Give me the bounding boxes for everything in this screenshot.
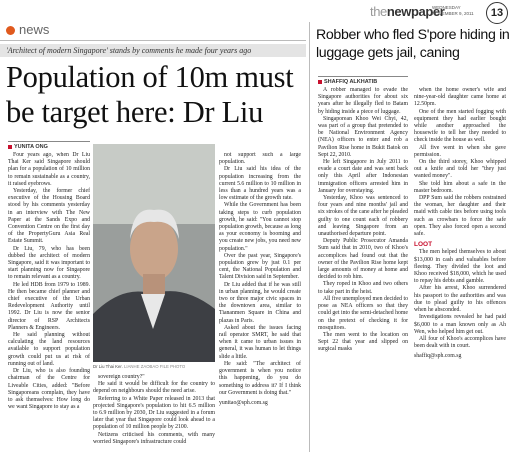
paragraph: They roped in Khoo and two others to tak…	[318, 281, 408, 295]
paragraph: He left Singapore in July 2011 to evade …	[318, 159, 408, 194]
paragraph: Yesterday, Khoo was sentenced to four ye…	[318, 195, 408, 238]
headline: Robber who fled S'pore hiding in luggage…	[316, 27, 510, 61]
paragraph: Netizens criticised his comments, with m…	[93, 431, 215, 445]
photo-credit: LIANHE ZAOBAO FILE PHOTO	[123, 364, 186, 369]
paragraph: A robber managed to evade the Singapore …	[318, 87, 408, 115]
paragraph: Asked about the issues facing rail opera…	[219, 324, 301, 360]
byline: YUNITA ONG	[8, 141, 90, 150]
section-icon	[6, 26, 15, 35]
paragraph: All five went in when she gave permissio…	[414, 144, 506, 158]
paragraph: Yesterday, the former chief executive of…	[8, 188, 90, 245]
paragraph: Dr Liu, 79, who has been dubbed the arch…	[8, 245, 90, 281]
section-label: news	[19, 22, 50, 37]
column: not support such a large population. Dr L…	[219, 152, 301, 447]
paragraph: DPP Sum said the robbers restrained the …	[414, 195, 506, 238]
paragraph: All four of Khoo's accomplices have been…	[414, 335, 506, 350]
photo-caption: Dr Liu Thai Ker. LIANHE ZAOBAO FILE PHOT…	[93, 364, 215, 369]
date: NOVEMBER 9, 2011	[432, 10, 474, 16]
paragraph: The men went to the location on Sept 22 …	[318, 331, 408, 353]
headline: Population of 10m must be target here: D…	[6, 60, 294, 129]
paragraph: Dr Liu, who is also founding chairman of…	[8, 368, 90, 411]
column: when the home owner's wife and nine-year…	[414, 87, 506, 447]
paragraph: One of the men started fogging with equi…	[414, 108, 506, 144]
dateline: WEDNESDAY NOVEMBER 9, 2011	[432, 5, 474, 16]
paragraph: Investigations revealed he had paid $6,0…	[414, 314, 506, 335]
paragraph: He said it would be difficult for the co…	[93, 381, 215, 395]
paragraph: not support such a large population.	[219, 152, 301, 166]
logo: thenewpaper	[370, 4, 445, 19]
paragraph: sovereign country?"	[98, 374, 145, 380]
logo-right: newpaper	[386, 4, 445, 19]
rule	[0, 40, 306, 41]
paragraph: Deputy Public Prosecutor Amanda Sum said…	[318, 238, 408, 281]
day: WEDNESDAY	[432, 5, 461, 10]
paragraph: Singaporean Khoo Wei Chyi, 42, was part …	[318, 115, 408, 158]
page-number: 13	[486, 2, 508, 24]
column: Four years ago, when Dr Liu Thai Ker sai…	[8, 152, 90, 447]
column: A robber managed to evade the Singapore …	[318, 87, 408, 447]
paragraph: Over the past year, Singapore's populati…	[219, 252, 301, 281]
paragraph: Dr Liu said his idea of the population i…	[219, 166, 301, 202]
paragraph: On the third storey, Khoo whipped out a …	[414, 159, 506, 180]
logo-left: the	[370, 4, 387, 19]
kicker: 'Architect of modern Singapore' stands b…	[6, 46, 252, 55]
paragraph: He led HDB from 1979 to 1989. He then be…	[8, 281, 90, 331]
photo	[93, 144, 215, 362]
paragraph: Four years ago, when Dr Liu Thai Ker sai…	[8, 152, 90, 187]
caption-text: Dr Liu Thai Ker.	[93, 364, 123, 369]
paragraph: Referring to a White Paper released in 2…	[93, 395, 215, 431]
paragraph: He said: "The architect of government is…	[219, 360, 301, 396]
paragraph: when the home owner's wife and nine-year…	[414, 87, 506, 108]
email: shaffiq@sph.com.sg	[414, 353, 462, 360]
column: sovereign country?" He said it would be d…	[93, 374, 215, 447]
subhead: LOOT	[414, 241, 433, 249]
divider	[309, 22, 310, 452]
paragraph: Dr Liu added that if he was still in urb…	[219, 281, 301, 324]
paragraph: He said planning without calculating the…	[8, 332, 90, 367]
paragraph: While the Government has been taking ste…	[219, 202, 301, 252]
paragraph: She told him about a safe in the master …	[414, 180, 506, 194]
paragraph: All five unemployed men decided to pose …	[318, 295, 408, 331]
email: yunitao@sph.com.sg	[219, 399, 268, 406]
paragraph: After his arrest, Khoo surrendered his p…	[414, 285, 506, 314]
byline: SHAFFIQ ALKHATIB	[318, 76, 408, 85]
kicker-strip	[0, 44, 306, 57]
paragraph: The men helped themselves to about $13,0…	[414, 249, 506, 285]
